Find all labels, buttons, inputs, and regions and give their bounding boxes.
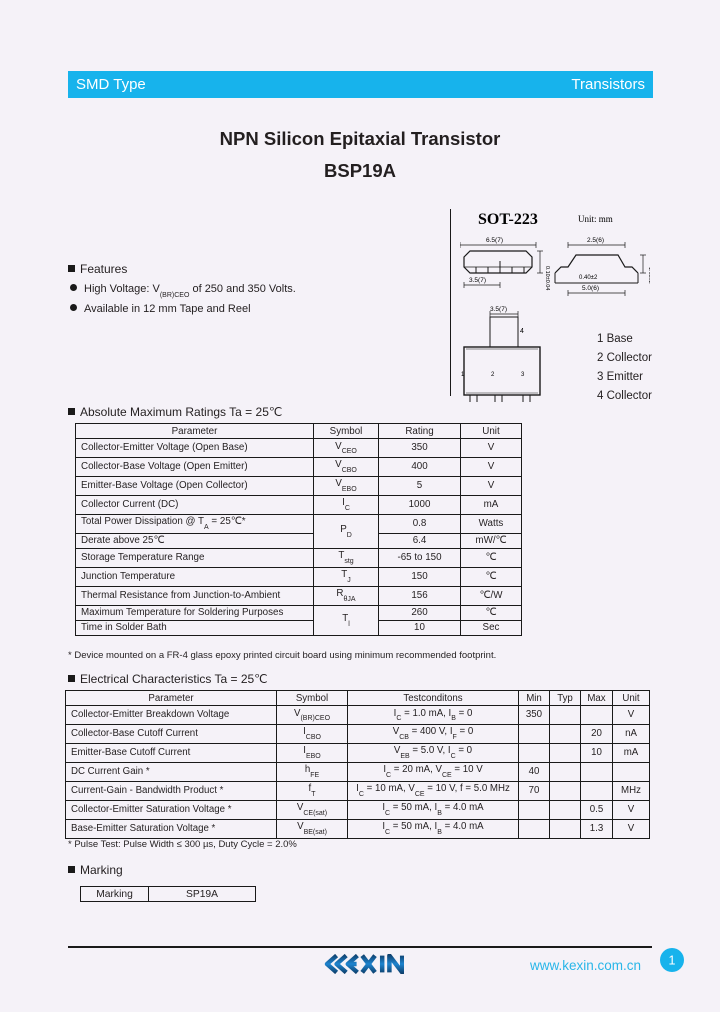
svg-text:1: 1 — [669, 954, 676, 968]
svg-text:3: 3 — [521, 372, 525, 378]
svg-text:2: 2 — [491, 372, 495, 378]
svg-text:0.40±2: 0.40±2 — [579, 275, 598, 281]
svg-text:4: 4 — [520, 328, 524, 335]
svg-text:3.5(7): 3.5(7) — [469, 277, 486, 284]
svg-text:2.5(6): 2.5(6) — [587, 237, 604, 244]
svg-text:5.0(6): 5.0(6) — [582, 285, 599, 292]
svg-text:Unit: mm: Unit: mm — [578, 214, 613, 224]
svg-text:3.5(7): 3.5(7) — [490, 306, 507, 313]
svg-text:0.10±0.04: 0.10±0.04 — [544, 266, 550, 290]
svg-text:SOT-223: SOT-223 — [478, 211, 538, 228]
svg-text:1.65±2: 1.65±2 — [647, 267, 650, 284]
svg-text:6.5(7): 6.5(7) — [486, 237, 503, 244]
